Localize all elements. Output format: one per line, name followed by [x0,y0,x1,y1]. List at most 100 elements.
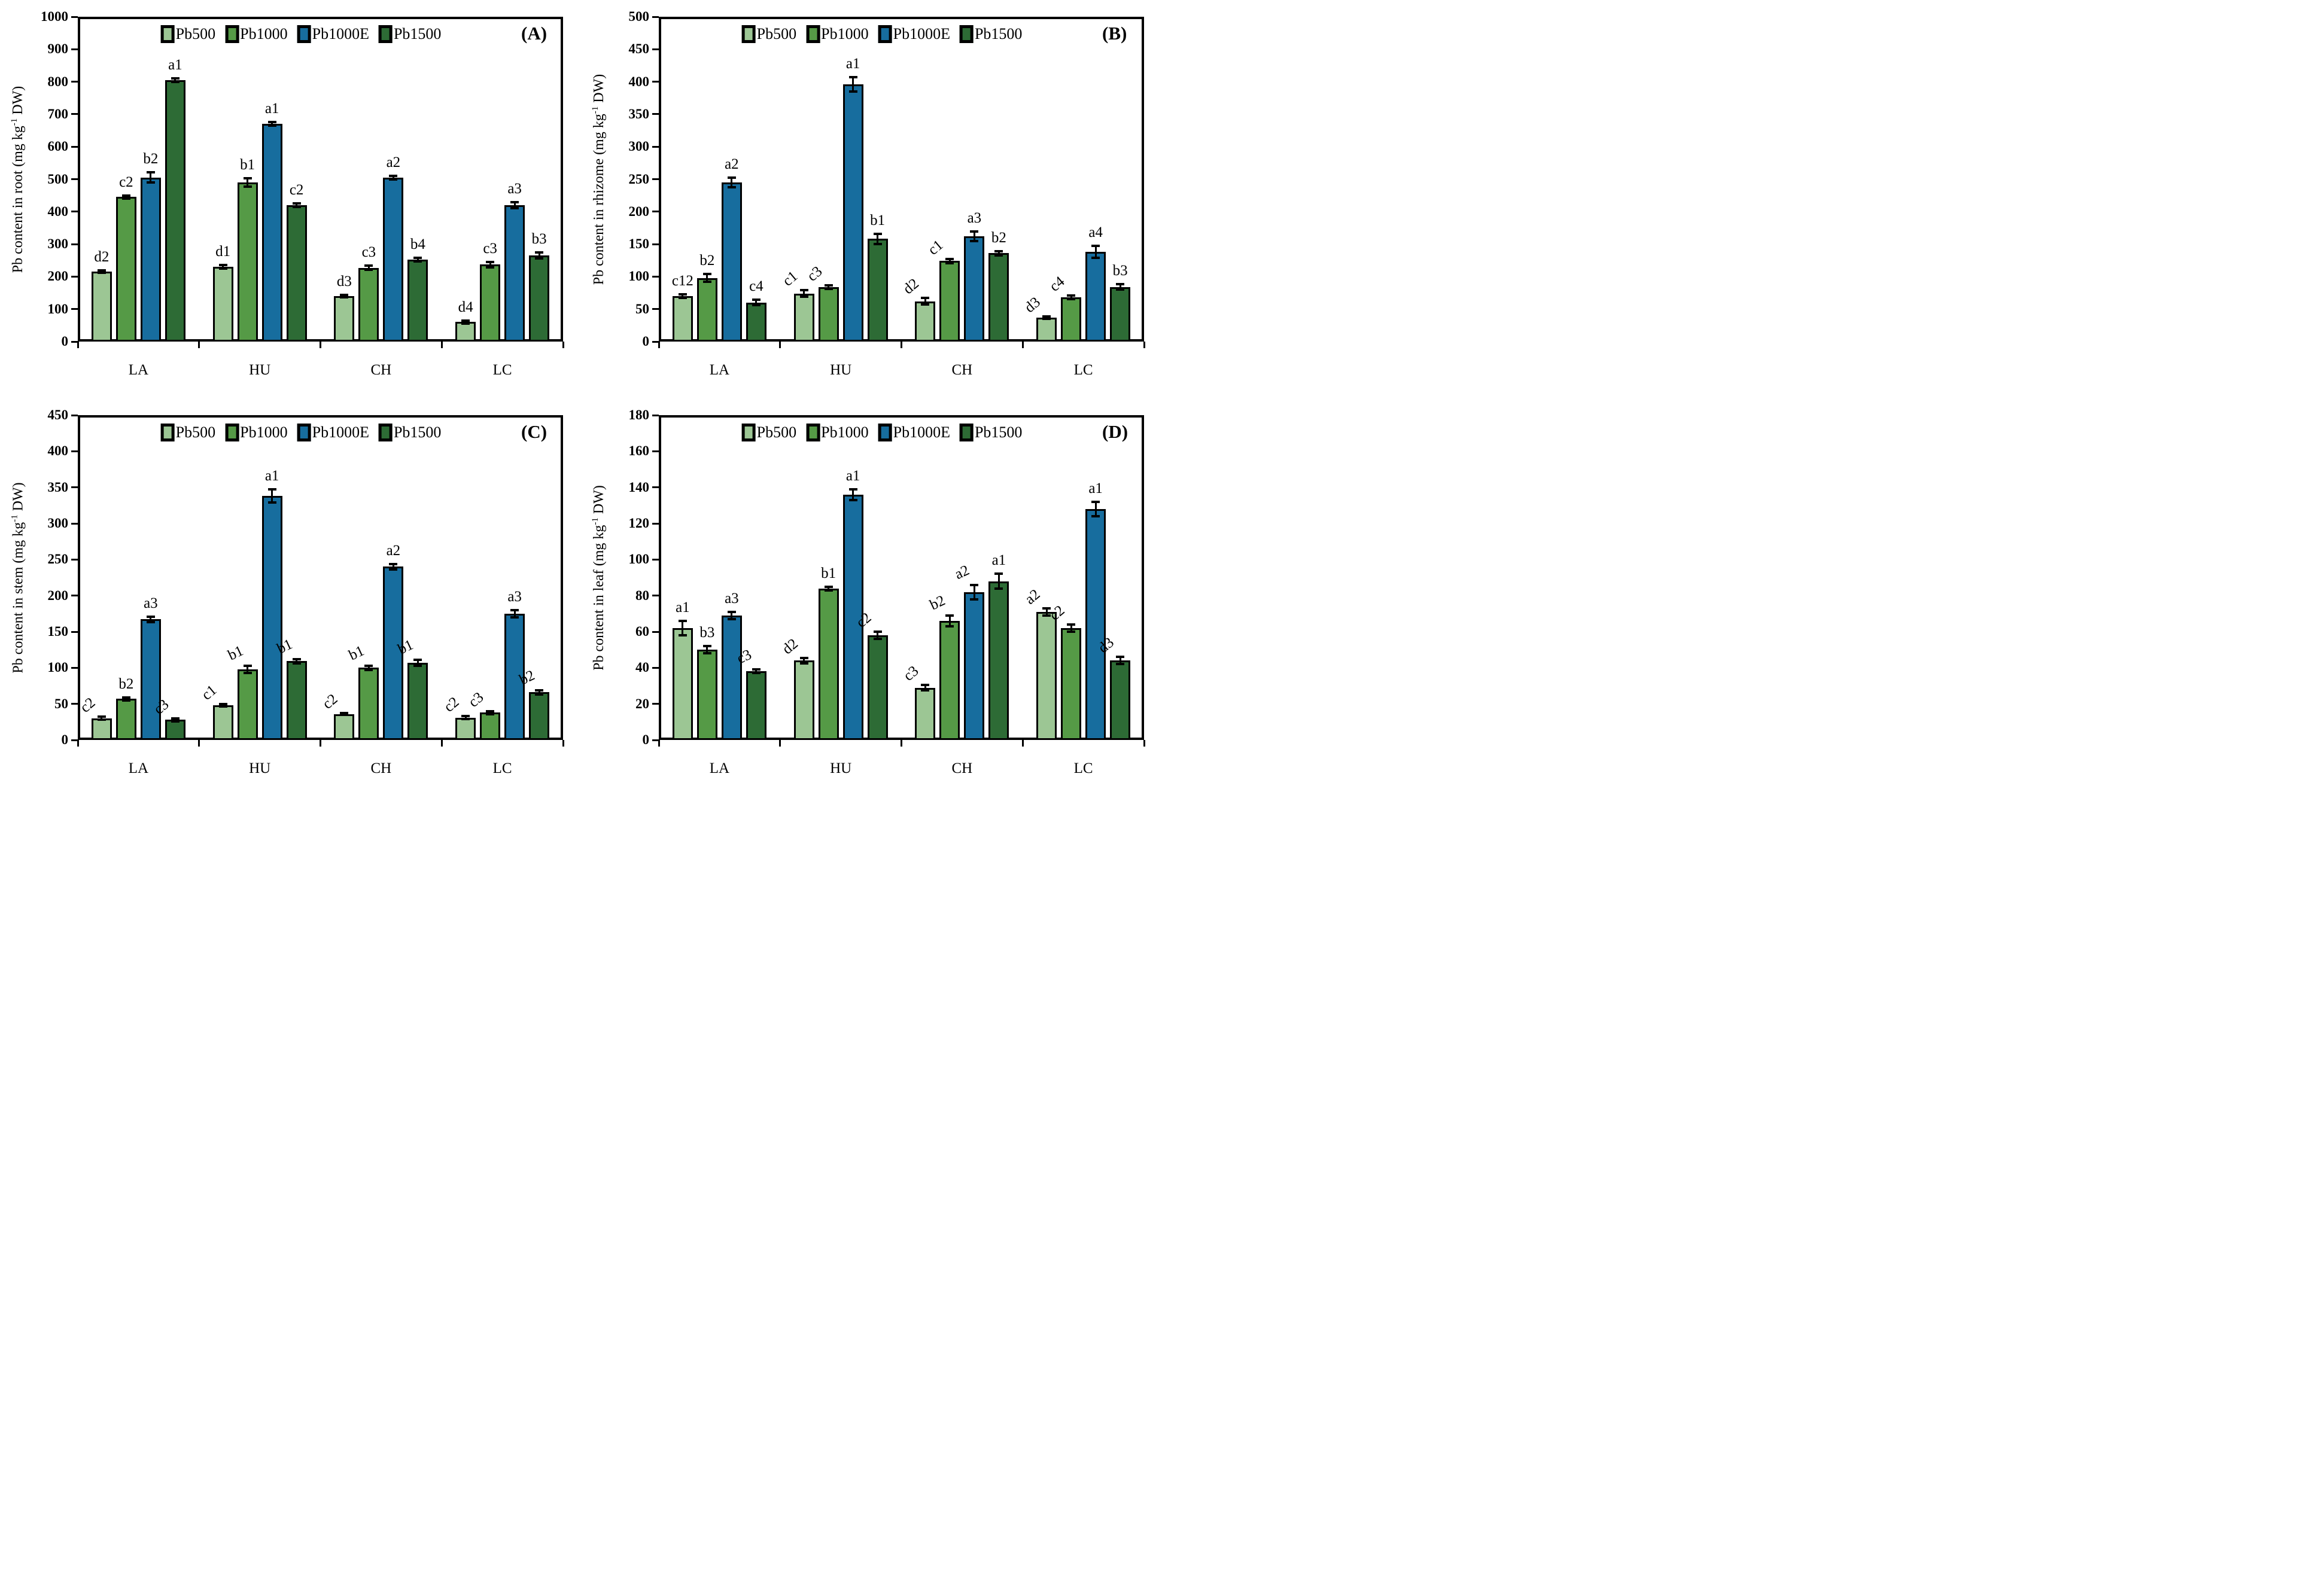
legend-item-pb500: Pb500 [160,25,215,43]
error-bar-cap-top [848,488,857,491]
y-axis-tick [652,113,659,115]
y-axis-title-text-suffix: DW) [591,485,607,517]
bar-pb500-lc [1036,611,1057,740]
error-bar-cap-top [389,562,398,565]
x-axis-tick [320,342,321,348]
x-axis-category-label: HU [830,760,852,776]
y-axis-tick [71,595,78,597]
error-bar-line [416,258,419,261]
bar-pb1000-la [696,650,717,740]
bar-pb1000-la [696,278,717,342]
error-bar-cap-top [267,120,276,123]
error-bar-cap-top [413,659,422,662]
error-bar-cap-bottom [121,699,130,702]
bar-pb500-ch [334,714,355,740]
error-bar-cap-top [218,702,227,705]
error-bar-cap-top [364,264,373,267]
legend-label: Pb1000 [240,424,288,441]
bar-pb1500-lc [1110,660,1131,740]
error-bar-cap-top [340,293,349,296]
significance-label: c3 [361,244,376,261]
error-bar-cap-bottom [752,304,761,307]
significance-label: b4 [410,236,425,253]
error-bar-line [997,251,1000,255]
bar-pb1000e-lc [504,613,525,740]
error-bar-line [1070,624,1072,632]
bar-pb1000e-la [140,177,161,342]
error-bar-cap-bottom [510,206,519,209]
y-axis-tick-label: 1000 [41,9,68,24]
y-axis-tick-label: 100 [47,301,69,316]
error-bar-cap-top [243,664,252,667]
bar-pb1000e-ch [383,566,404,740]
error-bar-cap-bottom [340,713,349,716]
x-axis-category-label: LA [128,760,149,776]
y-axis-tick [71,308,78,310]
y-axis-tick-label: 200 [47,269,69,284]
significance-label: c12 [671,272,693,289]
bar-pb1500-hu [286,661,307,740]
plot-area-border [659,17,1144,342]
error-bar-cap-top [146,171,155,174]
legend: Pb500 Pb1000 Pb1000E Pb1500 [741,25,1022,43]
y-axis-tick-label: 200 [47,587,69,603]
panel-letter: (C) [521,421,547,442]
legend-item-pb1000e: Pb1000E [878,424,950,441]
error-bar-cap-bottom [121,197,130,200]
significance-label: b1 [870,212,886,229]
y-axis-tick-label: 250 [628,171,650,187]
error-bar-cap-bottom [389,178,398,181]
bar-pb1000e-lc [504,205,525,342]
y-axis-tick-label: 160 [628,443,650,459]
significance-label: a3 [725,590,739,607]
y-axis-tick [652,414,659,416]
legend-item-pb1500: Pb1500 [959,25,1022,43]
error-bar-cap-top [461,715,470,718]
error-bar-line [174,78,177,83]
error-bar-line [367,665,370,670]
legend-swatch-icon [741,25,756,43]
legend-swatch-icon [297,25,311,43]
error-bar-line [948,615,951,626]
y-axis-tick [652,666,659,669]
significance-label: c2 [119,173,133,190]
x-axis-tick [1021,740,1024,747]
y-axis-tick-label: 300 [47,516,69,531]
error-bar-cap-bottom [461,718,470,720]
y-axis-tick-label: 0 [61,334,69,349]
error-bar-cap-top [535,689,544,692]
legend-swatch-icon [959,25,974,43]
error-bar-cap-bottom [824,589,833,592]
legend-label: Pb1500 [393,25,442,42]
error-bar-line [924,684,926,691]
legend-item-pb1500: Pb1500 [378,25,442,43]
bar-pb1000-lc [1061,628,1082,740]
y-axis-tick-label: 450 [47,407,69,422]
bar-pb500-hu [793,293,814,342]
x-axis-category-label: LA [709,760,730,776]
four-panel-bar-figure: 0 100 200 300 400 500 600 700 800 900 1000 LA HU CH LC… [0,0,1162,797]
error-bar-line [997,574,1000,589]
error-bar-line [489,261,491,267]
error-bar-line [755,669,758,674]
x-axis-category-label: CH [951,362,973,378]
error-bar-cap-bottom [678,297,687,300]
bar-pb1000e-ch [964,592,985,740]
bar-pb1000e-hu [261,124,282,342]
x-axis-tick [320,740,321,747]
error-bar-cap-top [702,645,711,648]
y-axis-tick [71,486,78,489]
bar-pb1000e-la [721,615,742,740]
y-axis-tick [71,631,78,633]
x-axis-tick [562,342,564,348]
y-axis-tick-label: 400 [47,443,69,459]
significance-label: b2 [143,151,159,167]
error-bar-line [222,703,224,707]
error-bar-cap-top [752,668,761,671]
error-bar-cap-top [921,297,930,300]
bar-pb500-la [672,628,693,740]
legend-swatch-icon [806,424,820,441]
bar-pb1500-lc [1110,287,1131,342]
y-axis-tick [71,522,78,525]
y-axis-tick [71,340,78,343]
